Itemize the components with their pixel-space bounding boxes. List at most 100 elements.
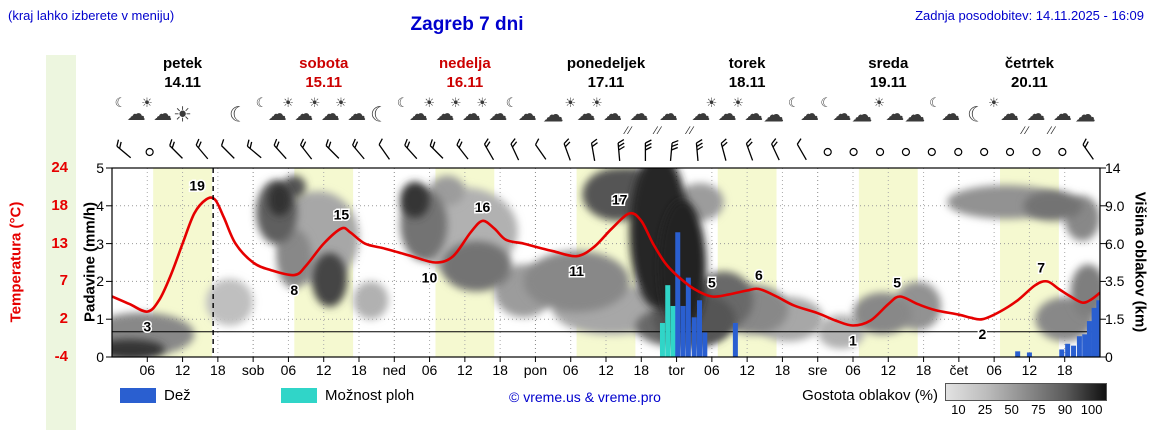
gradient-tick-label: 10 (951, 402, 966, 417)
day-date: 15.11 (305, 74, 343, 91)
menu-hint: (kraj lahko izberete v meniju) (8, 8, 175, 23)
temperature-value-label: 8 (290, 282, 298, 298)
x-tick-label: 06 (280, 362, 297, 378)
cloud-icon: ☁ (763, 103, 785, 127)
precip-bars-layer (659, 232, 1100, 357)
day-abbrev-label: sob (241, 362, 265, 378)
cloud-icon: ☁ (744, 104, 764, 125)
cloud-density-layer (112, 168, 1100, 357)
rain-bar (1076, 336, 1082, 357)
temp-tick-label: -4 (54, 348, 68, 365)
last-update: Zadnja posodobitev: 14.11.2025 - 16:09 (915, 8, 1144, 23)
weather-icon-sun-cloud: ☀ ☁ (476, 95, 507, 132)
shower-bar (665, 285, 671, 357)
cloud-icon: ☁ (126, 104, 146, 125)
x-tick-label: 12 (598, 362, 614, 378)
wind-barb-icon (325, 139, 340, 159)
sun-icon: ☀ (335, 95, 347, 110)
wind-barb-icon (116, 139, 132, 159)
weather-icon-cloud-moon: ☾ ☁ (788, 95, 819, 132)
temperature-value-label: 2 (978, 326, 986, 342)
temperature-value-label: 7 (1037, 259, 1045, 275)
moon-icon: ☾ (820, 95, 832, 110)
x-tick-label: 06 (704, 362, 720, 378)
day-date: 16.11 (446, 74, 484, 91)
weather-icon-cloud-sun: ☀ ☁ (873, 95, 904, 132)
moon-icon: ☾ (967, 103, 986, 127)
cloud-icon: ☁ (435, 104, 455, 125)
gradient-tick-label: 50 (1004, 402, 1019, 417)
day-header-ponedeljek: ponedeljek 17.11 (567, 54, 645, 92)
gradient-tick-label: 100 (1080, 402, 1103, 417)
x-tick-label: 12 (880, 362, 897, 378)
rain-bar (691, 317, 697, 357)
temp-tick-label: 7 (59, 272, 68, 290)
day-abbrev-label: ned (382, 362, 406, 378)
temperature-value-label: 3 (143, 319, 151, 335)
weather-icon-sun: ☀ (168, 98, 198, 132)
wind-calm-icon (823, 147, 832, 157)
weather-icon-rain: ☁ ∕∕ (1041, 98, 1072, 137)
wind-barb-icon (1082, 138, 1094, 160)
cloud-icon: ☁ (461, 104, 481, 125)
rain-drops-icon: ∕∕ (1022, 125, 1031, 137)
weather-icon-rain: ☁ ∕∕ (1014, 98, 1045, 137)
cloud-blob (523, 250, 630, 313)
wind-barb-icon (246, 139, 262, 159)
x-tick-label: 06 (139, 362, 156, 378)
rain-bar (675, 232, 681, 357)
rain-drops-icon: ∕∕ (625, 125, 634, 137)
day-header-sreda: sreda 19.11 (868, 54, 908, 92)
cloud-icon: ☁ (294, 104, 314, 125)
rain-bar (697, 300, 703, 357)
wind-barb-icon (720, 138, 728, 161)
cloud-blob (1023, 190, 1083, 221)
precip-tick-label: 2 (96, 273, 104, 290)
wind-calm-icon (875, 147, 885, 157)
day-abbrev-label: pon (523, 362, 548, 378)
weather-icon-rain: ☁ ∕∕ (679, 98, 710, 137)
weather-icon-cloud: ☁ (538, 98, 568, 132)
x-tick-label: 12 (1021, 362, 1038, 378)
x-tick-label: 18 (351, 362, 367, 378)
cloud-icon: ☁ (517, 104, 537, 125)
temperature-value-label: 6 (755, 267, 763, 283)
x-tick-label: 06 (421, 362, 438, 378)
copyright-link[interactable]: © vreme.us & vreme.pro (509, 389, 661, 405)
weather-icon-rain: ☁ ∕∕ (617, 98, 648, 137)
x-tick-label: 12 (739, 362, 755, 378)
wind-barb-icon (429, 139, 444, 159)
precip-tick-label: 0 (96, 349, 104, 365)
weather-icon-cloud-moon: ☾ ☁ (929, 95, 960, 132)
wind-calm-icon (980, 147, 989, 157)
cloud-icon: ☁ (603, 104, 622, 125)
weather-icon-sun-cloud: ☀ ☁ (732, 95, 764, 132)
day-date: 14.11 (164, 74, 201, 91)
weather-icon-moon: ☾ (962, 98, 992, 132)
temperature-value-label: 19 (189, 178, 205, 194)
cloud-height-tick-label: 6.0 (1105, 235, 1125, 252)
weather-icon-rain: ☁ ∕∕ (647, 98, 678, 137)
cloud-icon: ☁ (267, 104, 287, 125)
day-date: 17.11 (587, 74, 625, 91)
day-name: nedelja (439, 55, 491, 72)
day-header-sobota: sobota 15.11 (299, 54, 348, 92)
cloud-icon: ☁ (408, 104, 428, 125)
day-header-četrtek: četrtek 20.11 (1005, 54, 1054, 92)
cloud-icon: ☁ (717, 104, 737, 125)
gradient-tick-label: 90 (1057, 402, 1073, 417)
x-tick-label: 18 (774, 362, 791, 378)
cloud-blob (206, 278, 254, 326)
gradient-tick-label: 25 (977, 402, 993, 417)
page-title: Zagreb 7 dni (410, 14, 524, 35)
rain-bar (1086, 321, 1092, 357)
cloud-icon: ☁ (1074, 103, 1096, 127)
cloud-icon: ☁ (904, 103, 926, 127)
precip-tick-label: 4 (96, 197, 104, 214)
wind-barb-icon (195, 138, 209, 160)
weather-icon-moon: ☾ (223, 98, 253, 132)
wind-barb-icon (273, 138, 287, 160)
sun-icon: ☀ (873, 95, 885, 110)
day-name: petek (162, 55, 203, 72)
weather-icon-cloud: ☁ (1070, 98, 1100, 132)
